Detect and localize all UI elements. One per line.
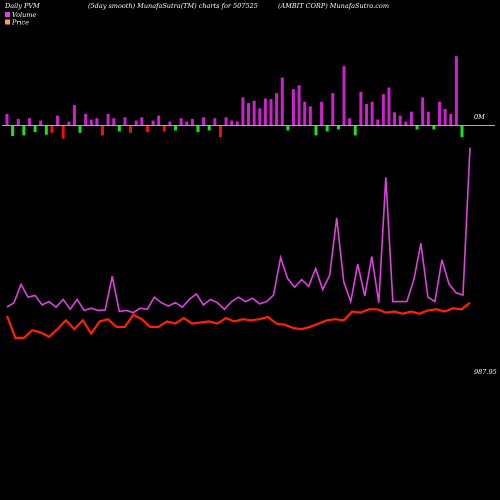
volume-bar — [179, 118, 183, 126]
volume-bar — [398, 115, 402, 126]
volume-bar — [421, 97, 425, 126]
volume-bar — [443, 109, 447, 126]
pvm-line — [6, 147, 471, 314]
volume-bar — [263, 98, 267, 126]
volume-bar — [168, 121, 172, 126]
price-line — [5, 301, 471, 339]
volume-bar — [286, 125, 290, 131]
volume-bar — [16, 118, 20, 126]
volume-bar — [325, 125, 329, 132]
volume-bar — [381, 94, 385, 126]
volume-bar — [342, 66, 346, 126]
volume-bar — [224, 117, 228, 126]
volume-bar — [89, 119, 93, 126]
volume-bar — [145, 125, 149, 133]
volume-bar — [331, 93, 335, 126]
volume-bar — [11, 125, 15, 137]
volume-bar — [162, 125, 166, 132]
volume-bar — [230, 120, 234, 126]
volume-bar — [27, 118, 31, 126]
volume-bar — [258, 108, 262, 126]
volume-bar — [241, 97, 245, 126]
volume-bar — [365, 104, 369, 126]
volume-bar — [308, 106, 312, 126]
volume-bar — [44, 125, 48, 135]
volume-bar — [432, 125, 436, 130]
header-title: (5day smooth) MunafaSutra(TM) charts for… — [88, 2, 258, 10]
zero-volume-label: 0M — [474, 113, 485, 121]
volume-bar — [426, 111, 430, 126]
volume-bar — [348, 118, 352, 126]
volume-bar — [33, 125, 37, 133]
volume-bar — [449, 113, 453, 126]
volume-bar — [303, 101, 307, 126]
volume-bar — [140, 117, 144, 126]
volume-bar — [129, 125, 133, 133]
volume-bar — [387, 87, 391, 126]
volume-bar — [297, 85, 301, 126]
volume-bar — [314, 125, 318, 136]
volume-bar — [438, 101, 442, 126]
volume-bar — [67, 121, 71, 126]
volume-bar — [123, 117, 127, 126]
volume-bars — [5, 56, 464, 139]
legend-volume-swatch — [5, 12, 10, 17]
volume-bar — [353, 125, 357, 136]
legend-volume-label: Volume — [12, 11, 36, 19]
volume-bar — [100, 125, 104, 136]
volume-bar — [50, 125, 54, 133]
volume-bar — [404, 121, 408, 126]
volume-bar — [415, 125, 419, 130]
volume-bar — [39, 120, 43, 126]
volume-bar — [157, 115, 161, 126]
legend-price-swatch — [5, 19, 10, 25]
volume-bar — [72, 105, 76, 126]
volume-bar — [291, 89, 295, 126]
volume-bar — [247, 103, 251, 126]
volume-bar — [359, 91, 363, 126]
volume-bar — [95, 118, 99, 126]
volume-bar — [393, 112, 397, 126]
volume-bar — [117, 125, 121, 132]
volume-bar — [78, 125, 82, 133]
volume-bar — [275, 93, 279, 126]
header-left: Daily PVM — [4, 2, 40, 10]
volume-bar — [235, 121, 239, 126]
volume-bar — [196, 125, 200, 133]
volume-bar — [134, 120, 138, 126]
header-right: (AMBIT CORP) MunafaSutra.com — [278, 2, 389, 10]
volume-bar — [409, 111, 413, 126]
legend-price-label: Price — [11, 19, 29, 27]
volume-bar — [376, 119, 380, 126]
volume-bar — [5, 113, 9, 126]
volume-bar — [252, 100, 256, 126]
volume-bar — [56, 115, 60, 126]
volume-bar — [370, 101, 374, 126]
volume-bar — [454, 56, 458, 126]
volume-bar — [202, 117, 206, 126]
volume-bar — [213, 118, 217, 126]
volume-bar — [207, 125, 211, 131]
volume-bar — [151, 120, 155, 126]
volume-bar — [280, 77, 284, 126]
volume-bar — [22, 125, 26, 136]
volume-bar — [269, 99, 273, 126]
volume-bar — [336, 125, 340, 130]
volume-bar — [84, 113, 88, 126]
volume-bar — [174, 125, 178, 131]
volume-bar — [185, 121, 189, 126]
volume-bar — [190, 118, 194, 126]
volume-bar — [61, 125, 65, 139]
volume-bar — [320, 101, 324, 126]
last-price-label: 987.95 — [474, 368, 497, 376]
volume-bar — [218, 125, 222, 138]
volume-bar — [106, 113, 110, 126]
volume-bar — [112, 118, 116, 126]
volume-bar — [460, 125, 464, 138]
